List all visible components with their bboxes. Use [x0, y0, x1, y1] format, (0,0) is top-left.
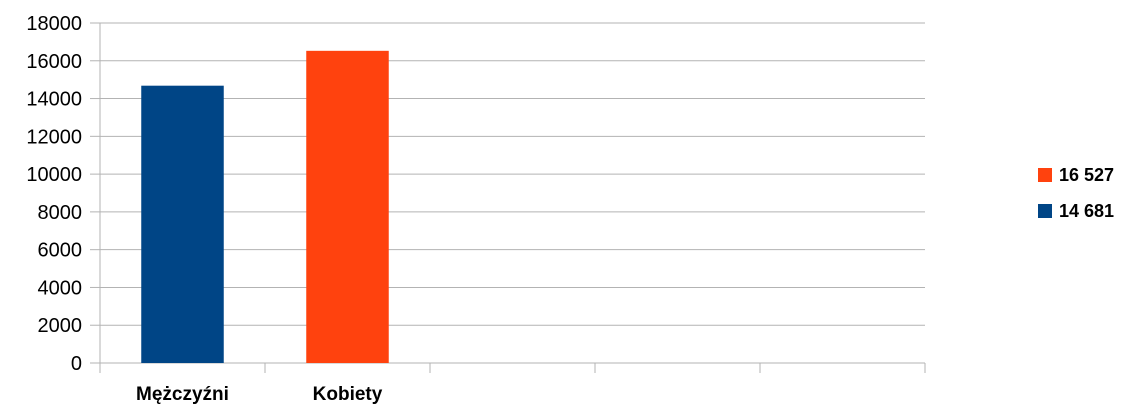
legend-label-mezczyzni: 14 681	[1059, 200, 1115, 221]
x-category-label-1: Mężczyźni	[136, 384, 229, 405]
y-tick-label-10000: 10000	[26, 164, 82, 186]
legend-item-kobiety: 16 527	[1038, 163, 1138, 187]
x-category-label-2: Kobiety	[313, 384, 383, 405]
bar-2	[306, 50, 389, 363]
legend-item-mezczyzni: 14 681	[1038, 199, 1138, 223]
y-tick-label-4000: 4000	[38, 277, 83, 299]
legend-swatch-kobiety	[1038, 168, 1052, 182]
y-tick-label-2000: 2000	[38, 315, 83, 337]
legend-swatch-mezczyzni	[1038, 204, 1052, 218]
y-tick-label-6000: 6000	[38, 240, 83, 262]
y-tick-label-12000: 12000	[26, 126, 82, 148]
y-tick-label-0: 0	[71, 353, 82, 375]
y-tick-label-18000: 18000	[26, 13, 82, 35]
y-tick-label-8000: 8000	[38, 202, 83, 224]
chart-legend: 16 527 14 681	[1038, 163, 1138, 235]
y-tick-label-16000: 16000	[26, 51, 82, 73]
bar-1	[141, 85, 224, 363]
legend-label-kobiety: 16 527	[1059, 164, 1115, 185]
y-tick-label-14000: 14000	[26, 89, 82, 111]
